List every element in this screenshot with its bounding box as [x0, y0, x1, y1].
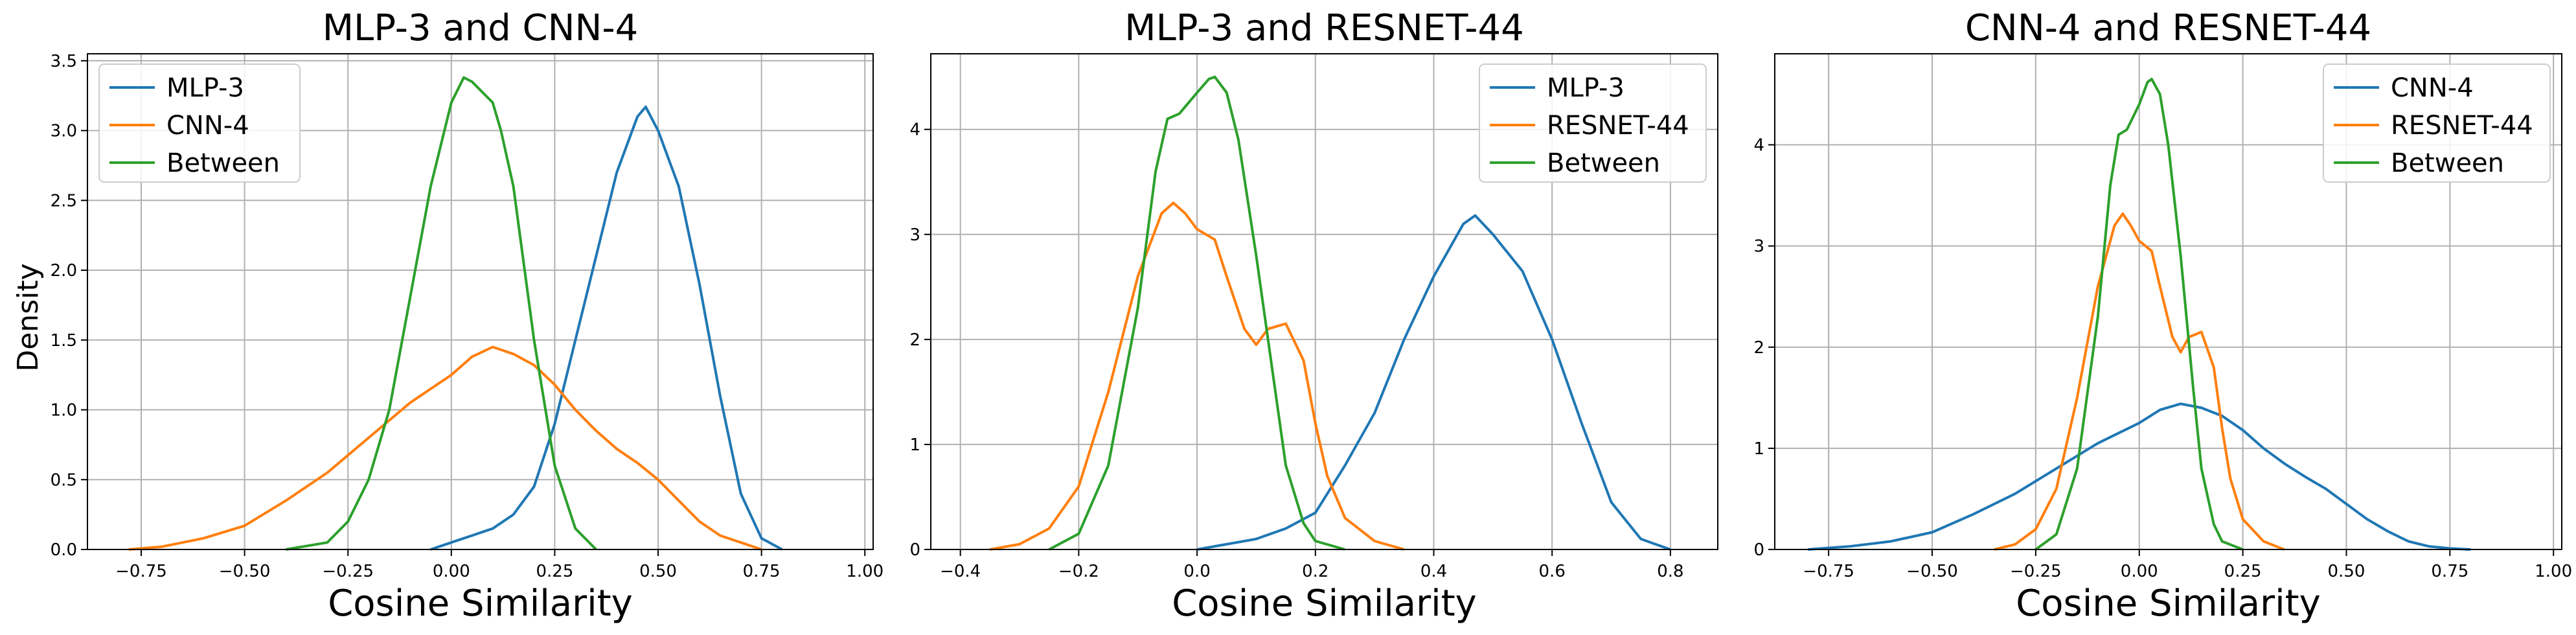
series-line-between	[286, 76, 597, 551]
chart-title: MLP-3 and CNN-4	[323, 7, 639, 49]
y-tick-label: 1.5	[51, 331, 77, 351]
x-tick-label: −0.25	[322, 562, 374, 581]
figure-ylabel: Density	[12, 263, 45, 371]
legend-entry: CNN-4	[2391, 73, 2474, 103]
legend-entry: MLP-3	[166, 73, 244, 103]
x-tick-label: 0.00	[2121, 562, 2158, 581]
y-tick-label: 0	[909, 540, 920, 560]
series-line-cnn-4	[128, 345, 762, 551]
plot-frame	[87, 53, 874, 550]
panel-mlp3-resnet44: −0.4 −0.2 0.0 0.2 0.4 0.6 0.8 0 1 2 3 4 MLP-3 and RE…	[909, 7, 1718, 625]
x-tick-label: 0.4	[1420, 562, 1447, 581]
x-tick-label: 0.25	[536, 562, 573, 581]
chart-title: CNN-4 and RESNET-44	[1965, 7, 2371, 49]
y-tick-label: 0.0	[51, 540, 77, 560]
y-tick-label: 2	[909, 330, 920, 350]
x-tick-label: 0.8	[1657, 562, 1683, 581]
y-tick-label: 3	[1753, 237, 1764, 257]
x-tick-label: 0.75	[743, 562, 781, 581]
legend-box	[2323, 64, 2551, 183]
y-tick-label: 2	[1753, 338, 1764, 358]
legend-entry: Between	[1547, 148, 1660, 178]
y-tick-label: 1	[1753, 439, 1764, 459]
panel-cnn4-resnet44: −0.75 −0.50 −0.25 0.00 0.25 0.50 0.75 1.00 0 1 2 3 4…	[1753, 7, 2572, 625]
y-tick-label: 3.0	[51, 122, 77, 141]
series-line-resnet-44	[1994, 212, 2285, 551]
x-tick-label: 0.50	[2328, 562, 2365, 581]
y-tick-label: 0	[1753, 540, 1764, 560]
x-tick-label: −0.2	[1058, 562, 1099, 581]
y-tick-label: 3.5	[51, 52, 77, 71]
y-tick-label: 1.0	[51, 401, 77, 421]
series-line-between	[2035, 78, 2244, 551]
x-tick-label: −0.4	[940, 562, 981, 581]
x-axis-label: Cosine Similarity	[1172, 583, 1477, 625]
x-tick-label: −0.75	[115, 562, 167, 581]
legend-entry: Between	[2391, 148, 2504, 178]
legend-box	[98, 64, 301, 183]
y-tick-label: 3	[909, 225, 920, 245]
y-tick-label: 4	[1753, 136, 1764, 156]
x-tick-label: −0.75	[1803, 562, 1854, 581]
y-tick-label: 4	[909, 121, 920, 140]
x-tick-label: 0.0	[1183, 562, 1210, 581]
x-axis-label: Cosine Similarity	[328, 583, 633, 625]
panel-mlp3-cnn4: −0.75 −0.50 −0.25 0.00 0.25 0.50 0.75 1.00 0.0 0.…	[51, 7, 884, 625]
x-tick-label: 0.6	[1539, 562, 1566, 581]
series-line-cnn-4	[1808, 402, 2471, 551]
chart-title: MLP-3 and RESNET-44	[1124, 7, 1524, 49]
x-tick-label: 0.00	[433, 562, 470, 581]
x-tick-label: 1.00	[2535, 562, 2572, 581]
legend-entry: Between	[166, 148, 280, 178]
legend-entry: RESNET-44	[1547, 111, 1689, 141]
x-tick-label: −0.50	[1906, 562, 1958, 581]
series-line-mlp-3	[1196, 214, 1671, 551]
plot-frame	[930, 53, 1718, 550]
series-line-mlp-3	[430, 105, 783, 551]
x-axis-label: Cosine Similarity	[2016, 583, 2321, 625]
plot-frame	[1774, 53, 2562, 550]
y-tick-label: 0.5	[51, 470, 77, 490]
legend-box	[1479, 64, 1707, 183]
x-tick-label: 0.50	[639, 562, 677, 581]
y-tick-label: 1	[909, 435, 920, 455]
legend-entry: RESNET-44	[2391, 111, 2533, 141]
x-tick-label: 0.25	[2224, 562, 2262, 581]
y-tick-label: 2.5	[51, 191, 77, 211]
series-line-between	[1048, 75, 1346, 551]
x-tick-label: 0.2	[1302, 562, 1328, 581]
legend-entry: CNN-4	[166, 111, 249, 141]
y-tick-label: 2.0	[51, 261, 77, 281]
series-line-resnet-44	[990, 202, 1405, 551]
x-tick-label: 1.00	[846, 562, 883, 581]
x-tick-label: −0.50	[219, 562, 271, 581]
x-tick-label: −0.25	[2010, 562, 2062, 581]
x-tick-label: 0.75	[2431, 562, 2468, 581]
legend-entry: MLP-3	[1547, 73, 1624, 103]
